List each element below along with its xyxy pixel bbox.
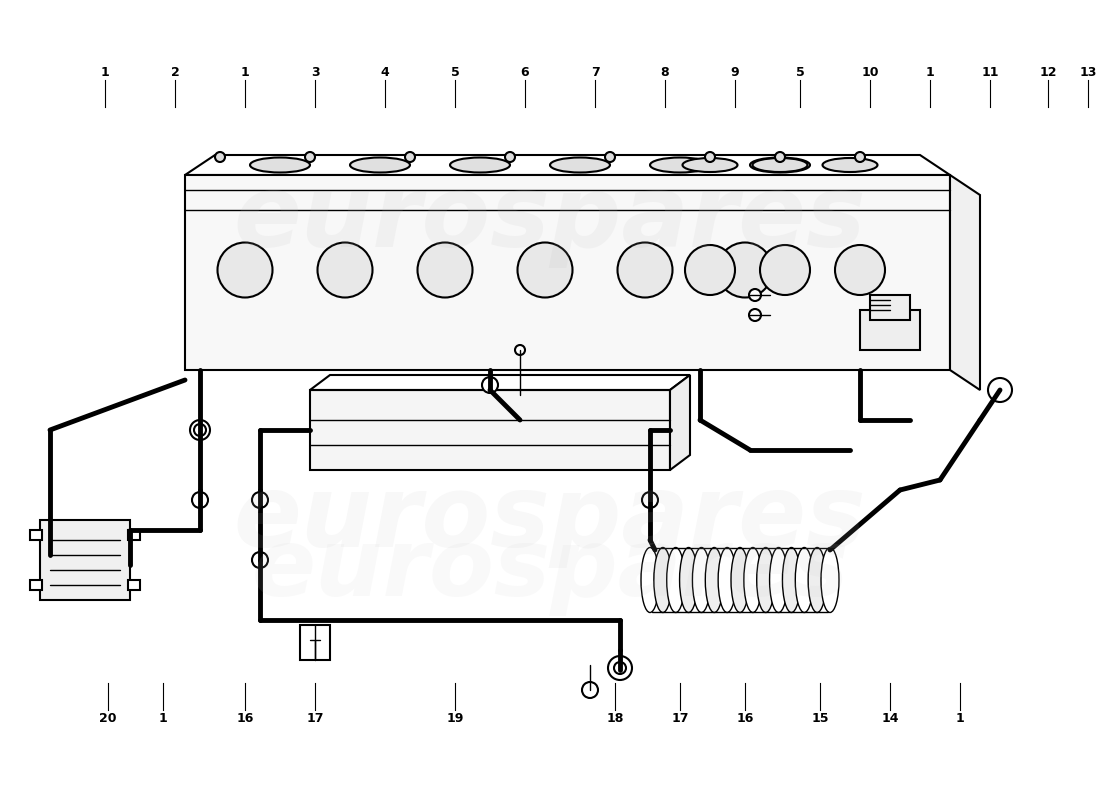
Text: 1: 1 [158, 711, 167, 725]
Text: 10: 10 [861, 66, 879, 78]
Ellipse shape [760, 245, 810, 295]
Ellipse shape [680, 547, 697, 613]
Circle shape [305, 152, 315, 162]
Circle shape [252, 552, 268, 568]
Text: 17: 17 [306, 711, 323, 725]
Circle shape [705, 152, 715, 162]
Circle shape [194, 424, 206, 436]
Polygon shape [670, 375, 690, 470]
Ellipse shape [821, 547, 839, 613]
Ellipse shape [617, 242, 672, 298]
Ellipse shape [650, 158, 710, 173]
Ellipse shape [692, 547, 711, 613]
Bar [310, 390, 670, 470]
Text: 2: 2 [170, 66, 179, 78]
Text: eurospares: eurospares [233, 171, 867, 269]
Bar [300, 625, 330, 660]
Circle shape [192, 492, 208, 508]
Text: eurospares: eurospares [233, 471, 867, 569]
Ellipse shape [752, 158, 807, 172]
Bar [128, 580, 140, 590]
Ellipse shape [757, 547, 774, 613]
Bar [30, 580, 42, 590]
Bar [128, 530, 140, 540]
Ellipse shape [823, 158, 878, 172]
Circle shape [749, 289, 761, 301]
Text: 4: 4 [381, 66, 389, 78]
Circle shape [988, 378, 1012, 402]
Text: eurospares: eurospares [251, 524, 849, 616]
Text: 11: 11 [981, 66, 999, 78]
Ellipse shape [682, 158, 737, 172]
Ellipse shape [808, 547, 826, 613]
Polygon shape [185, 175, 950, 370]
Ellipse shape [770, 547, 788, 613]
Circle shape [605, 152, 615, 162]
Bar [40, 520, 130, 600]
Ellipse shape [318, 242, 373, 298]
Text: 5: 5 [795, 66, 804, 78]
Ellipse shape [750, 158, 810, 173]
Text: 6: 6 [520, 66, 529, 78]
Text: 14: 14 [881, 711, 899, 725]
Ellipse shape [450, 158, 510, 173]
Ellipse shape [835, 245, 886, 295]
Ellipse shape [744, 547, 762, 613]
Ellipse shape [218, 242, 273, 298]
Text: 18: 18 [606, 711, 624, 725]
Text: 15: 15 [812, 711, 828, 725]
Text: 1: 1 [956, 711, 965, 725]
Ellipse shape [685, 245, 735, 295]
Text: 17: 17 [671, 711, 689, 725]
Polygon shape [950, 175, 980, 390]
Circle shape [614, 662, 626, 674]
Ellipse shape [250, 158, 310, 173]
Circle shape [642, 492, 658, 508]
Text: 20: 20 [99, 711, 117, 725]
Circle shape [515, 345, 525, 355]
Circle shape [749, 309, 761, 321]
Ellipse shape [653, 547, 672, 613]
Text: 1: 1 [100, 66, 109, 78]
Circle shape [608, 656, 632, 680]
Ellipse shape [418, 242, 473, 298]
Text: 5: 5 [451, 66, 460, 78]
Ellipse shape [641, 547, 659, 613]
Ellipse shape [782, 547, 801, 613]
Ellipse shape [517, 242, 572, 298]
Circle shape [252, 492, 268, 508]
Ellipse shape [705, 547, 724, 613]
Text: 3: 3 [310, 66, 319, 78]
Ellipse shape [550, 158, 610, 173]
Circle shape [482, 377, 498, 393]
Bar [860, 310, 920, 350]
Circle shape [855, 152, 865, 162]
Circle shape [214, 152, 225, 162]
Circle shape [405, 152, 415, 162]
Text: 1: 1 [241, 66, 250, 78]
Text: 1: 1 [925, 66, 934, 78]
Circle shape [776, 152, 785, 162]
Text: 7: 7 [591, 66, 600, 78]
Text: 19: 19 [447, 711, 464, 725]
Bar [870, 295, 910, 320]
Ellipse shape [667, 547, 684, 613]
Ellipse shape [717, 242, 772, 298]
Text: 16: 16 [736, 711, 754, 725]
Bar [30, 530, 42, 540]
Circle shape [505, 152, 515, 162]
Text: 12: 12 [1040, 66, 1057, 78]
Circle shape [190, 420, 210, 440]
Text: 16: 16 [236, 711, 254, 725]
Text: 13: 13 [1079, 66, 1097, 78]
Text: 9: 9 [730, 66, 739, 78]
Ellipse shape [718, 547, 736, 613]
Text: 8: 8 [661, 66, 669, 78]
Ellipse shape [350, 158, 410, 173]
Ellipse shape [795, 547, 813, 613]
Ellipse shape [732, 547, 749, 613]
Circle shape [582, 682, 598, 698]
